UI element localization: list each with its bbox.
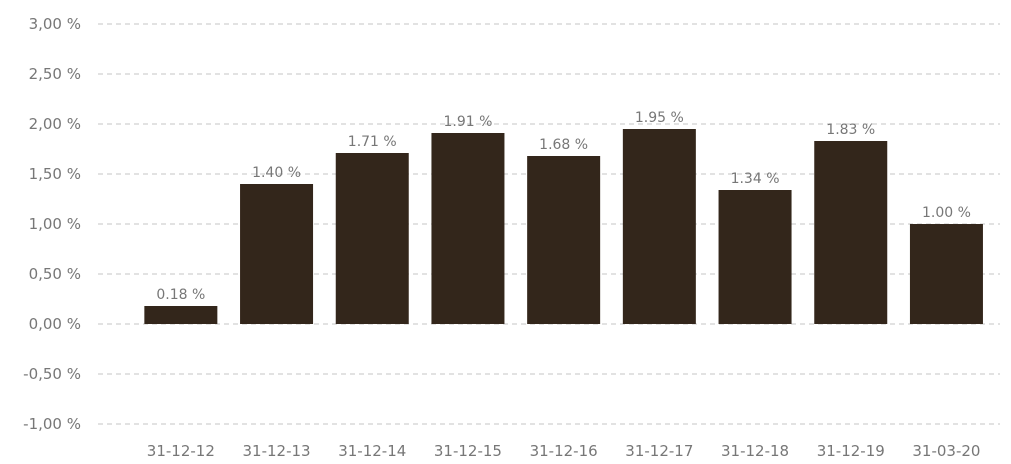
x-tick-label: 31-12-12 xyxy=(147,442,215,460)
bar-value-label: 1.83 % xyxy=(826,122,875,138)
y-tick-label: 1,50 % xyxy=(29,165,81,183)
bar-value-label: 1.71 % xyxy=(348,134,397,150)
bar-value-label: 1.91 % xyxy=(443,114,492,130)
bars xyxy=(144,129,983,324)
bar-31-12-14[interactable] xyxy=(335,153,409,324)
x-tick-label: 31-12-15 xyxy=(434,442,502,460)
y-axis-tick-labels: 3,00 % 2,50 % 2,00 % 1,50 % 1,00 % 0,50 % 0,00… xyxy=(23,15,81,433)
bar-31-12-15[interactable] xyxy=(431,133,505,324)
bar-31-12-18[interactable] xyxy=(718,190,792,324)
bar-31-12-16[interactable] xyxy=(527,156,601,324)
bar-value-label: 0.18 % xyxy=(156,287,205,303)
y-tick-label: -1,00 % xyxy=(23,415,81,433)
y-tick-label: 1,00 % xyxy=(29,215,81,233)
x-axis-tick-labels: 31-12-12 31-12-13 31-12-14 31-12-15 31-12-16… xyxy=(147,442,981,460)
x-tick-label: 31-12-16 xyxy=(530,442,598,460)
x-tick-label: 31-12-13 xyxy=(243,442,311,460)
bar-value-label: 1.34 % xyxy=(731,171,780,187)
y-tick-label: 0,00 % xyxy=(29,315,81,333)
bar-31-03-20[interactable] xyxy=(909,224,983,324)
bar-31-12-12[interactable] xyxy=(144,306,218,324)
bar-31-12-19[interactable] xyxy=(814,141,888,324)
y-tick-label: 2,50 % xyxy=(29,65,81,83)
y-tick-label: 3,00 % xyxy=(29,15,81,33)
bar-31-12-13[interactable] xyxy=(240,184,314,324)
y-tick-label: -0,50 % xyxy=(23,365,81,383)
x-tick-label: 31-12-18 xyxy=(721,442,789,460)
bar-value-label: 1.40 % xyxy=(252,165,301,181)
bar-value-labels: 0.18 % 1.40 % 1.71 % 1.91 % 1.68 % 1.95 % 1.34… xyxy=(156,110,971,303)
x-tick-label: 31-03-20 xyxy=(912,442,980,460)
x-tick-label: 31-12-14 xyxy=(338,442,406,460)
bar-value-label: 1.95 % xyxy=(635,110,684,126)
bar-value-label: 1.00 % xyxy=(922,205,971,221)
x-tick-label: 31-12-19 xyxy=(817,442,885,460)
x-tick-label: 31-12-17 xyxy=(625,442,693,460)
bar-value-label: 1.68 % xyxy=(539,137,588,153)
y-tick-label: 0,50 % xyxy=(29,265,81,283)
y-tick-label: 2,00 % xyxy=(29,115,81,133)
bar-31-12-17[interactable] xyxy=(622,129,696,324)
